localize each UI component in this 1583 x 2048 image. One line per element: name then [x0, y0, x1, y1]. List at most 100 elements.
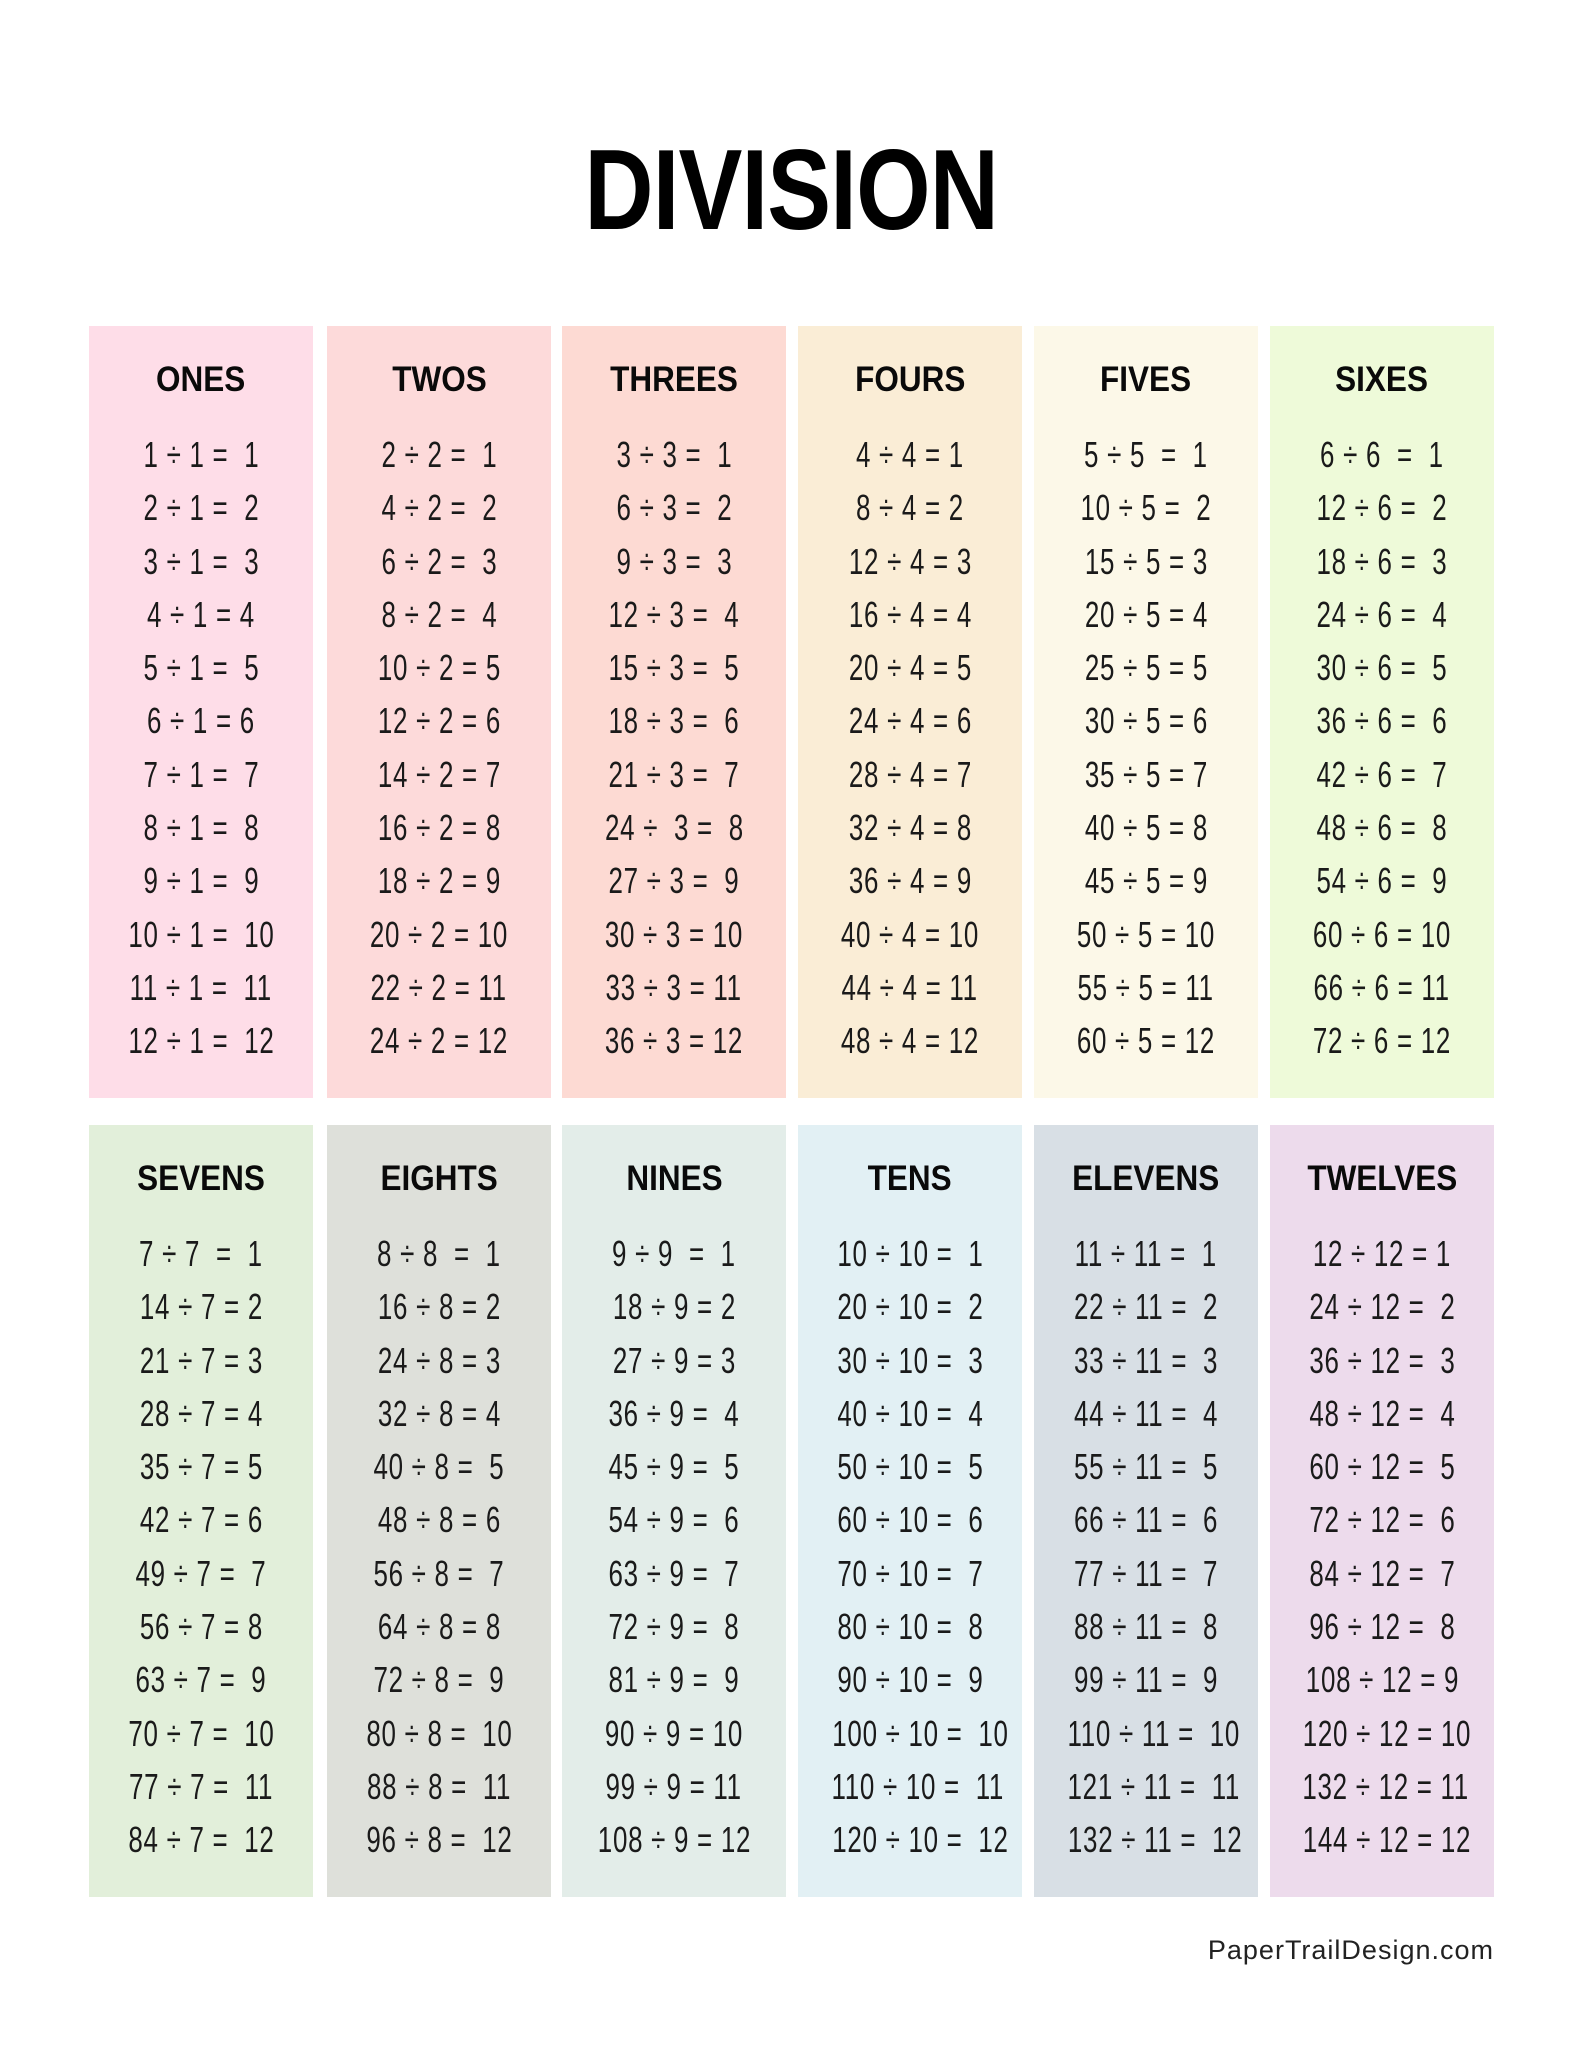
table-heading: SEVENS: [89, 1159, 313, 1199]
table-ones: ONES 1 ÷ 1 = 1 2 ÷ 1 = 2 3 ÷ 1 = 3 4 ÷ 1 = 4…: [89, 326, 313, 1098]
equation-text: 99 ÷ 9 = 11: [605, 1765, 743, 1807]
equation-row: 81 ÷ 9 = 9: [562, 1653, 786, 1706]
equation-text: 4 ÷ 1 = 4: [147, 593, 255, 635]
equation-row: 11 ÷ 11 = 1: [1034, 1227, 1258, 1280]
equation-row: 110 ÷ 10 = 11: [798, 1760, 1022, 1813]
equation-list: 10 ÷ 10 = 1 20 ÷ 10 = 2 30 ÷ 10 = 3 40 ÷ 10…: [798, 1227, 1022, 1867]
equation-row: 36 ÷ 3 = 12: [562, 1014, 786, 1067]
equation-text: 99 ÷ 11 = 9: [1073, 1659, 1219, 1701]
equation-row: 110 ÷ 11 = 10: [1034, 1707, 1258, 1760]
equation-row: 72 ÷ 8 = 9: [327, 1653, 551, 1706]
equation-text: 36 ÷ 4 = 9: [848, 860, 972, 902]
equation-row: 18 ÷ 6 = 3: [1270, 535, 1494, 588]
equation-row: 48 ÷ 4 = 12: [798, 1014, 1022, 1067]
equation-row: 63 ÷ 9 = 7: [562, 1547, 786, 1600]
equation-text: 132 ÷ 11 = 12: [1067, 1819, 1243, 1861]
equation-row: 36 ÷ 4 = 9: [798, 854, 1022, 907]
equation-text: 33 ÷ 11 = 3: [1073, 1339, 1219, 1381]
equation-row: 66 ÷ 11 = 6: [1034, 1493, 1258, 1546]
equation-text: 132 ÷ 12 = 11: [1302, 1765, 1469, 1807]
equation-text: 36 ÷ 9 = 4: [608, 1392, 740, 1434]
equation-row: 96 ÷ 8 = 12: [327, 1813, 551, 1866]
equation-row: 48 ÷ 12 = 4: [1270, 1387, 1494, 1440]
equation-text: 63 ÷ 9 = 7: [608, 1552, 740, 1594]
equation-row: 36 ÷ 12 = 3: [1270, 1334, 1494, 1387]
table-fours: FOURS 4 ÷ 4 = 1 8 ÷ 4 = 2 12 ÷ 4 = 3 16 ÷ 4 …: [798, 326, 1022, 1098]
equation-text: 20 ÷ 10 = 2: [836, 1286, 984, 1328]
equation-row: 12 ÷ 6 = 2: [1270, 481, 1494, 534]
equation-row: 4 ÷ 2 = 2: [327, 481, 551, 534]
equation-row: 14 ÷ 7 = 2: [89, 1280, 313, 1333]
equation-text: 72 ÷ 6 = 12: [1312, 1020, 1452, 1062]
equation-text: 24 ÷ 4 = 6: [848, 700, 972, 742]
table-sixes: SIXES 6 ÷ 6 = 1 12 ÷ 6 = 2 18 ÷ 6 = 3 24 ÷ 6…: [1270, 326, 1494, 1098]
equation-text: 6 ÷ 3 = 2: [616, 487, 732, 529]
equation-text: 11 ÷ 11 = 1: [1074, 1233, 1218, 1274]
equation-row: 27 ÷ 3 = 9: [562, 854, 786, 907]
equation-row: 22 ÷ 11 = 2: [1034, 1280, 1258, 1333]
equation-text: 4 ÷ 2 = 2: [381, 487, 497, 529]
equation-row: 9 ÷ 9 = 1: [562, 1227, 786, 1280]
equation-text: 40 ÷ 4 = 10: [840, 913, 980, 955]
table-heading-text: SIXES: [1335, 360, 1429, 399]
equation-row: 88 ÷ 11 = 8: [1034, 1600, 1258, 1653]
equation-list: 12 ÷ 12 = 1 24 ÷ 12 = 2 36 ÷ 12 = 3 48 ÷ 12…: [1270, 1227, 1494, 1867]
equation-text: 72 ÷ 12 = 6: [1308, 1499, 1456, 1541]
equation-text: 10 ÷ 5 = 2: [1080, 487, 1212, 529]
equation-text: 84 ÷ 7 = 12: [127, 1819, 275, 1861]
equation-row: 48 ÷ 6 = 8: [1270, 801, 1494, 854]
equation-row: 96 ÷ 12 = 8: [1270, 1600, 1494, 1653]
equation-row: 9 ÷ 3 = 3: [562, 535, 786, 588]
equation-row: 6 ÷ 3 = 2: [562, 481, 786, 534]
equation-row: 16 ÷ 8 = 2: [327, 1280, 551, 1333]
equation-row: 10 ÷ 1 = 10: [89, 908, 313, 961]
equation-row: 30 ÷ 6 = 5: [1270, 641, 1494, 694]
equation-text: 10 ÷ 10 = 1: [836, 1233, 984, 1274]
equation-text: 12 ÷ 4 = 3: [848, 540, 972, 582]
equation-text: 24 ÷ 3 = 8: [604, 807, 744, 849]
equation-row: 35 ÷ 7 = 5: [89, 1440, 313, 1493]
equation-text: 18 ÷ 9 = 2: [612, 1286, 736, 1328]
equation-text: 15 ÷ 3 = 5: [608, 647, 740, 689]
table-twelves: TWELVES 12 ÷ 12 = 1 24 ÷ 12 = 2 36 ÷ 12 = 3…: [1270, 1125, 1494, 1897]
equation-text: 120 ÷ 10 = 12: [832, 1819, 1009, 1861]
equation-text: 121 ÷ 11 = 11: [1067, 1765, 1241, 1807]
table-twos: TWOS 2 ÷ 2 = 1 4 ÷ 2 = 2 6 ÷ 2 = 3 8 ÷ 2 = 4…: [327, 326, 551, 1098]
equation-text: 30 ÷ 6 = 5: [1316, 647, 1448, 689]
equation-text: 30 ÷ 10 = 3: [836, 1339, 984, 1381]
equation-text: 88 ÷ 8 = 11: [366, 1765, 512, 1807]
table-heading-text: NINES: [625, 1159, 723, 1198]
table-eights: EIGHTS 8 ÷ 8 = 1 16 ÷ 8 = 2 24 ÷ 8 = 3 32 ÷ …: [327, 1125, 551, 1897]
equation-row: 50 ÷ 10 = 5: [798, 1440, 1022, 1493]
table-heading: FIVES: [1034, 360, 1258, 400]
equation-row: 120 ÷ 10 = 12: [798, 1813, 1022, 1866]
equation-row: 90 ÷ 10 = 9: [798, 1653, 1022, 1706]
equation-row: 18 ÷ 3 = 6: [562, 694, 786, 747]
table-heading: NINES: [562, 1159, 786, 1199]
equation-text: 42 ÷ 7 = 6: [139, 1499, 263, 1541]
equation-row: 20 ÷ 2 = 10: [327, 908, 551, 961]
equation-text: 63 ÷ 7 = 9: [135, 1659, 267, 1701]
equation-text: 20 ÷ 4 = 5: [848, 647, 972, 689]
table-heading-text: EIGHTS: [380, 1159, 498, 1198]
equation-row: 33 ÷ 3 = 11: [562, 961, 786, 1014]
equation-text: 21 ÷ 7 = 3: [139, 1339, 263, 1381]
equation-text: 84 ÷ 12 = 7: [1308, 1552, 1456, 1594]
table-heading: ELEVENS: [1034, 1159, 1258, 1199]
equation-text: 55 ÷ 11 = 5: [1073, 1446, 1219, 1488]
equation-text: 56 ÷ 8 = 7: [373, 1552, 505, 1594]
equation-text: 50 ÷ 5 = 10: [1076, 913, 1216, 955]
equation-row: 6 ÷ 6 = 1: [1270, 428, 1494, 481]
equation-row: 120 ÷ 12 = 10: [1270, 1707, 1494, 1760]
equation-row: 12 ÷ 12 = 1: [1270, 1227, 1494, 1280]
equation-row: 132 ÷ 12 = 11: [1270, 1760, 1494, 1813]
equation-row: 36 ÷ 9 = 4: [562, 1387, 786, 1440]
equation-row: 24 ÷ 2 = 12: [327, 1014, 551, 1067]
equation-row: 49 ÷ 7 = 7: [89, 1547, 313, 1600]
equation-text: 22 ÷ 2 = 11: [370, 966, 508, 1008]
page-title: DIVISION: [0, 128, 1583, 254]
equation-list: 8 ÷ 8 = 1 16 ÷ 8 = 2 24 ÷ 8 = 3 32 ÷ 8 = 4 4…: [327, 1227, 551, 1867]
equation-row: 45 ÷ 9 = 5: [562, 1440, 786, 1493]
table-heading: EIGHTS: [327, 1159, 551, 1199]
equation-text: 32 ÷ 4 = 8: [848, 807, 972, 849]
